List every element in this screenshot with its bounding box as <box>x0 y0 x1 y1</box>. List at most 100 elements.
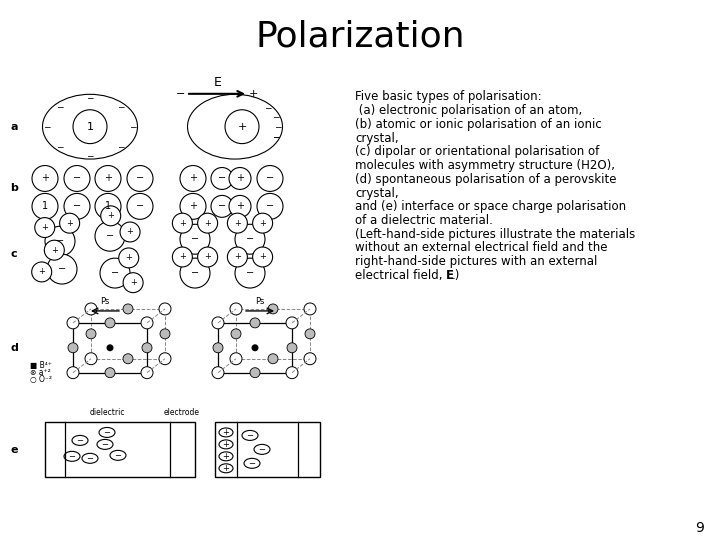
Text: +: + <box>236 173 244 184</box>
Circle shape <box>123 273 143 293</box>
Ellipse shape <box>219 452 233 461</box>
Text: electrode: electrode <box>164 408 200 417</box>
Circle shape <box>159 353 171 364</box>
Circle shape <box>32 262 52 282</box>
Text: dielectric: dielectric <box>89 408 125 417</box>
Text: and (e) interface or space charge polarisation: and (e) interface or space charge polari… <box>355 200 626 213</box>
Text: +: + <box>222 428 230 437</box>
Circle shape <box>228 213 248 233</box>
Circle shape <box>160 329 170 339</box>
Bar <box>215 422 320 477</box>
Text: (Left-hand-side pictures illustrate the materials: (Left-hand-side pictures illustrate the … <box>355 228 635 241</box>
Circle shape <box>159 303 171 315</box>
Text: +: + <box>234 219 240 228</box>
Text: −: − <box>218 173 226 184</box>
Text: ⊗ a⁺²: ⊗ a⁺² <box>30 368 50 377</box>
Text: (d) spontaneous polarisation of a perovskite: (d) spontaneous polarisation of a perovs… <box>355 173 616 186</box>
Circle shape <box>68 343 78 353</box>
Text: −: − <box>271 132 279 141</box>
Ellipse shape <box>219 464 233 473</box>
Text: −: − <box>176 89 186 99</box>
Circle shape <box>105 318 115 328</box>
Text: right-hand-side pictures with an external: right-hand-side pictures with an externa… <box>355 255 598 268</box>
Text: Five basic types of polarisation:: Five basic types of polarisation: <box>355 90 541 103</box>
Text: +: + <box>189 201 197 211</box>
Text: b: b <box>10 184 18 193</box>
Text: Ps: Ps <box>256 297 265 306</box>
Circle shape <box>85 353 97 364</box>
Text: −: − <box>266 173 274 184</box>
Text: +: + <box>125 253 132 262</box>
Circle shape <box>229 167 251 190</box>
Circle shape <box>225 110 259 144</box>
Text: 1: 1 <box>105 201 111 211</box>
Text: (a) electronic polarisation of an atom,: (a) electronic polarisation of an atom, <box>355 104 582 117</box>
Text: +: + <box>130 278 137 287</box>
Circle shape <box>230 303 242 315</box>
Circle shape <box>257 166 283 191</box>
Circle shape <box>100 258 130 288</box>
Text: −: − <box>136 173 144 184</box>
Text: c: c <box>11 249 17 259</box>
Text: Polarization: Polarization <box>255 19 465 53</box>
Text: +: + <box>179 253 186 261</box>
Text: E: E <box>214 76 222 89</box>
Circle shape <box>180 258 210 288</box>
Circle shape <box>95 166 121 191</box>
Text: 9: 9 <box>696 521 704 535</box>
Circle shape <box>64 193 90 219</box>
Text: −: − <box>258 445 266 454</box>
Text: +: + <box>104 173 112 184</box>
Text: +: + <box>259 253 266 261</box>
Circle shape <box>45 226 75 256</box>
Text: −: − <box>104 428 110 437</box>
Text: +: + <box>236 201 244 211</box>
Text: −: − <box>191 268 199 278</box>
Ellipse shape <box>242 430 258 441</box>
Circle shape <box>47 254 77 284</box>
Text: +: + <box>222 452 230 461</box>
Text: +: + <box>127 227 133 237</box>
Circle shape <box>180 166 206 191</box>
Circle shape <box>231 329 241 339</box>
Text: −: − <box>56 143 63 152</box>
Text: electrical field,: electrical field, <box>355 269 446 282</box>
Text: .): .) <box>452 269 460 282</box>
Text: −: − <box>86 454 94 463</box>
Circle shape <box>45 240 64 260</box>
Text: e: e <box>10 446 18 455</box>
Circle shape <box>119 248 139 268</box>
Circle shape <box>60 213 80 233</box>
Circle shape <box>172 213 192 233</box>
Circle shape <box>67 367 79 379</box>
Circle shape <box>229 195 251 217</box>
Ellipse shape <box>187 94 282 159</box>
Text: −: − <box>136 201 144 211</box>
Text: −: − <box>248 459 256 468</box>
Text: −: − <box>114 451 122 460</box>
Circle shape <box>86 329 96 339</box>
Circle shape <box>253 247 273 267</box>
Text: +: + <box>222 464 230 473</box>
Circle shape <box>141 317 153 329</box>
Text: −: − <box>117 102 124 111</box>
Circle shape <box>95 193 121 219</box>
Circle shape <box>127 193 153 219</box>
Circle shape <box>127 166 153 191</box>
Text: 1: 1 <box>86 122 94 132</box>
Text: −: − <box>271 112 279 122</box>
Text: −: − <box>43 122 50 131</box>
Ellipse shape <box>219 428 233 437</box>
Circle shape <box>211 167 233 190</box>
Circle shape <box>123 304 133 314</box>
Text: −: − <box>111 268 119 278</box>
Circle shape <box>197 213 217 233</box>
Text: −: − <box>86 151 94 160</box>
Text: +: + <box>51 246 58 255</box>
Text: −: − <box>246 268 254 278</box>
Text: −: − <box>266 201 274 211</box>
Ellipse shape <box>82 454 98 463</box>
Text: a: a <box>10 122 18 132</box>
Circle shape <box>235 224 265 254</box>
Text: +: + <box>204 253 211 261</box>
